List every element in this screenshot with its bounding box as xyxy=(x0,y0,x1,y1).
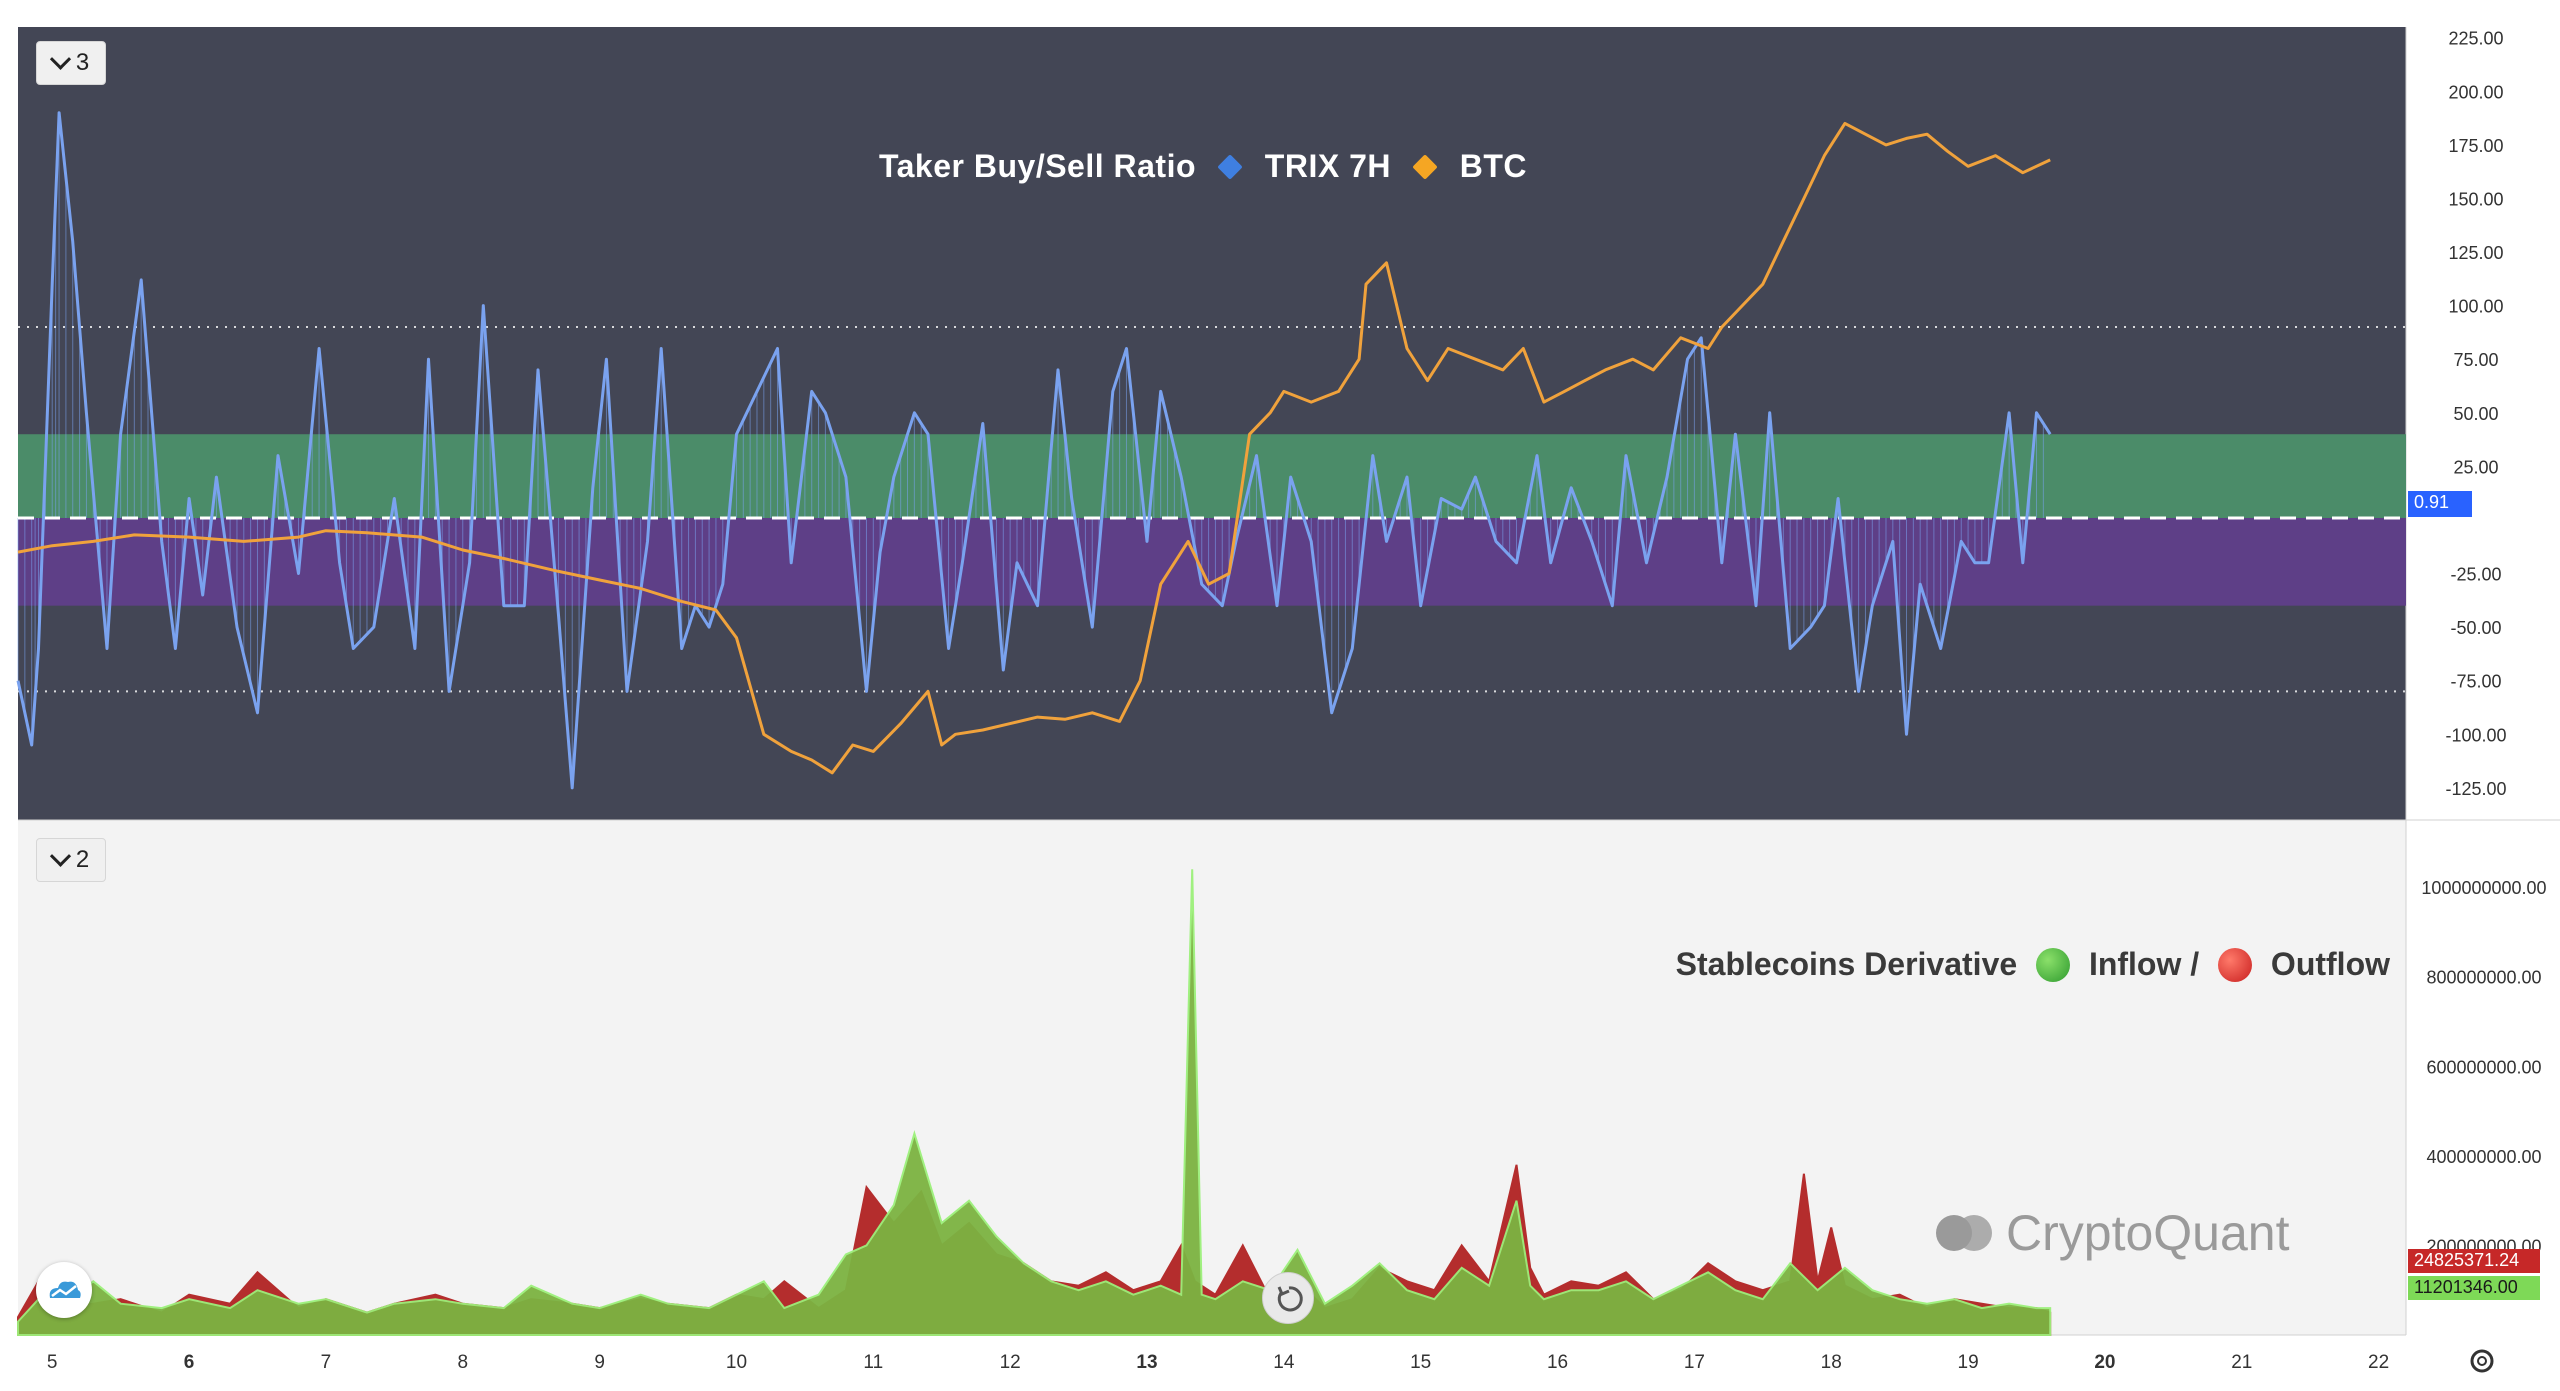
legend-outflow: Outflow xyxy=(2270,946,2390,983)
green-circle-icon xyxy=(2036,947,2071,982)
bottom-axis-tick: 600000000.00 xyxy=(2426,1057,2541,1077)
x-axis-tick: 17 xyxy=(1684,1352,1705,1373)
x-axis-tick: 22 xyxy=(2368,1352,2389,1373)
red-circle-icon xyxy=(2218,947,2253,982)
orange-diamond-icon xyxy=(1412,153,1439,180)
legend-taker-ratio: Taker Buy/Sell Ratio xyxy=(878,148,1197,185)
top-axis-tick: 25.00 xyxy=(2453,457,2498,477)
area-inflow xyxy=(17,869,2052,1336)
x-axis-tick: 5 xyxy=(47,1352,58,1373)
bottom-axis-tick: 400000000.00 xyxy=(2426,1147,2541,1167)
top-axis-tick: -125.00 xyxy=(2445,779,2506,799)
x-axis-tick: 9 xyxy=(594,1352,605,1373)
x-axis-tick: 21 xyxy=(2231,1352,2252,1373)
top-axis-tick: 125.00 xyxy=(2448,243,2503,263)
watermark-text: CryptoQuant xyxy=(2006,1205,2290,1261)
top-axis-tick: -100.00 xyxy=(2445,725,2506,745)
series-trix-7h xyxy=(16,111,2052,790)
legend-inflow: Inflow / xyxy=(2088,946,2200,983)
bottom-legend: Stablecoins Derivative Inflow / Outflow xyxy=(1676,944,2390,983)
chevron-down-icon xyxy=(49,845,71,867)
reset-view-button[interactable] xyxy=(1262,1272,1314,1324)
legend-btc: BTC xyxy=(1459,148,1528,185)
band-lower xyxy=(18,517,2406,606)
x-axis-tick: 6 xyxy=(184,1352,195,1373)
top-axis-tick: 200.00 xyxy=(2448,82,2503,102)
x-axis-tick: 12 xyxy=(1000,1352,1021,1373)
x-axis-tick: 7 xyxy=(321,1352,332,1373)
top-axis-tick: 175.00 xyxy=(2448,136,2503,156)
top-axis-tick: 100.00 xyxy=(2448,297,2503,317)
series-btc xyxy=(17,121,2051,775)
top-legend: Taker Buy/Sell Ratio TRIX 7H BTC xyxy=(0,146,2406,185)
bottom-pane-collapse-button[interactable]: 2 xyxy=(36,838,106,882)
cloud-logo-icon[interactable] xyxy=(36,1262,92,1318)
x-axis-tick: 8 xyxy=(457,1352,468,1373)
x-axis-tick: 14 xyxy=(1273,1352,1295,1373)
x-axis-tick: 13 xyxy=(1136,1352,1157,1373)
top-axis-tick: -75.00 xyxy=(2450,672,2501,692)
inflow-value-tag: 11201346.00 xyxy=(2408,1276,2540,1300)
top-axis-tick: -25.00 xyxy=(2450,565,2501,585)
x-axis-tick: 18 xyxy=(1821,1352,1842,1373)
outflow-value-tag: 24825371.24 xyxy=(2408,1249,2540,1273)
x-axis-tick: 10 xyxy=(726,1352,747,1373)
bottom-axis-tick: 1000000000.00 xyxy=(2421,878,2546,898)
band-upper xyxy=(18,434,2406,518)
bottom-pane-background xyxy=(18,820,2406,1335)
current-value-tag: 0.91 xyxy=(2408,491,2472,517)
top-pane-button-label: 3 xyxy=(75,49,90,76)
bottom-axis-tick: 800000000.00 xyxy=(2426,968,2541,988)
x-axis-tick: 15 xyxy=(1410,1352,1431,1373)
bottom-pane-button-label: 2 xyxy=(75,846,90,873)
top-axis-tick: -50.00 xyxy=(2450,618,2501,638)
cryptoquant-watermark: CryptoQuant xyxy=(1936,1204,2289,1262)
x-axis-tick: 20 xyxy=(2094,1352,2115,1373)
x-axis-tick: 11 xyxy=(863,1352,883,1373)
top-axis-tick: 150.00 xyxy=(2448,189,2503,209)
chevron-down-icon xyxy=(49,48,71,70)
top-axis-tick: 75.00 xyxy=(2453,350,2498,370)
top-axis-tick: 225.00 xyxy=(2448,29,2503,49)
settings-gear-icon[interactable] xyxy=(2470,1349,2494,1373)
cryptoquant-logo-icon xyxy=(1936,1213,1992,1253)
top-pane-collapse-button[interactable]: 3 xyxy=(36,41,106,85)
right-axis-background xyxy=(2406,27,2560,1335)
legend-trix: TRIX 7H xyxy=(1264,148,1391,185)
x-axis-tick: 19 xyxy=(1958,1352,1979,1373)
top-axis-tick: 50.00 xyxy=(2453,404,2498,424)
blue-diamond-icon xyxy=(1217,153,1244,180)
legend-stablecoins: Stablecoins Derivative xyxy=(1675,946,2018,983)
x-axis-tick: 16 xyxy=(1547,1352,1568,1373)
